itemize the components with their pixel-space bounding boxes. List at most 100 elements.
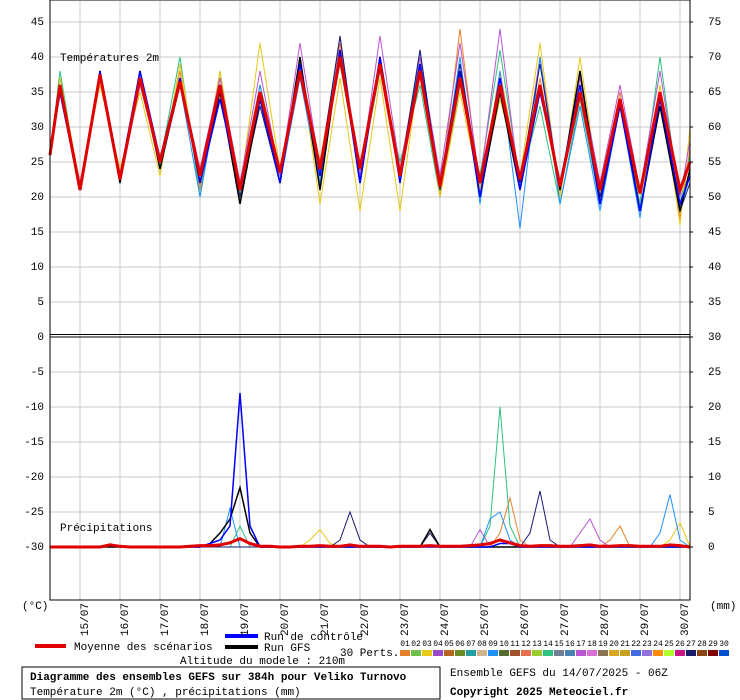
perturbation-number: 01 (400, 640, 410, 649)
perturbation-swatch (521, 650, 531, 656)
y-tick-label: 15 (31, 227, 44, 239)
perturbation-swatch (488, 650, 498, 656)
run-info: Ensemble GEFS du 14/07/2025 - 06Z (450, 668, 668, 680)
series-line (48, 56, 692, 196)
x-tick-label: 26/07 (520, 603, 532, 636)
altitude: Altitude du modele : 210m (180, 656, 345, 668)
perturbation-swatch (466, 650, 476, 656)
y-tick-label: 10 (31, 262, 44, 274)
y-tick-label: -20 (24, 472, 44, 484)
perturbation-swatch (620, 650, 630, 656)
perturbation-swatch (708, 650, 718, 656)
panel-label: Précipitations (60, 523, 152, 535)
y-tick-label: -25 (24, 507, 44, 519)
x-tick-label: 15/07 (80, 603, 92, 636)
perturbation-number: 26 (675, 640, 685, 649)
title-box (21, 666, 441, 700)
perturbation-swatch (565, 650, 575, 656)
perturbation-number: 27 (686, 640, 696, 649)
y2-tick-label: 10 (708, 472, 721, 484)
perturbation-number: 05 (444, 640, 454, 649)
y2-tick-label: 30 (708, 332, 721, 344)
perturbation-swatch (422, 650, 432, 656)
x-tick-label: 30/07 (680, 603, 692, 636)
x-tick-label: 19/07 (240, 603, 252, 636)
perturbation-swatch (719, 650, 729, 656)
perturbation-swatch (631, 650, 641, 656)
copyright: Copyright 2025 Meteociel.fr (450, 687, 628, 699)
perturbation-swatch (510, 650, 520, 656)
plot-frame (49, 0, 691, 601)
y-axis-label: (°C) (22, 601, 48, 613)
perturbation-number: 22 (631, 640, 641, 649)
y-tick-label: -30 (24, 542, 44, 554)
perturbation-number: 16 (565, 640, 575, 649)
perturbation-number: 21 (620, 640, 630, 649)
legend-label: Run de contrôle (264, 632, 363, 644)
y-tick-label: -5 (31, 367, 44, 379)
y-tick-label: -10 (24, 402, 44, 414)
y-tick-label: 40 (31, 52, 44, 64)
perturbation-swatch (400, 650, 410, 656)
perturbation-swatch (554, 650, 564, 656)
y2-tick-label: 50 (708, 192, 721, 204)
y2-tick-label: 60 (708, 122, 721, 134)
x-tick-label: 22/07 (360, 603, 372, 636)
perturbation-number: 29 (708, 640, 718, 649)
perturbation-number: 11 (510, 640, 520, 649)
series-line (50, 536, 691, 549)
y2-tick-label: 0 (708, 542, 715, 554)
footer-subtitle: Température 2m (°C) , précipitations (mm… (30, 687, 301, 699)
y2-tick-label: 65 (708, 87, 721, 99)
y2-tick-label: 35 (708, 297, 721, 309)
perturbation-number: 17 (576, 640, 586, 649)
perturbation-swatch (587, 650, 597, 656)
perturbation-swatch (609, 650, 619, 656)
perturbation-number: 04 (433, 640, 443, 649)
perturbation-swatch (598, 650, 608, 656)
perturbation-swatch (433, 650, 443, 656)
perturbation-number: 06 (455, 640, 465, 649)
x-tick-label: 27/07 (560, 603, 572, 636)
perturbation-swatch (411, 650, 421, 656)
perturbation-number: 03 (422, 640, 432, 649)
perturbation-number: 24 (653, 640, 663, 649)
x-tick-label: 17/07 (160, 603, 172, 636)
perturbation-swatch (653, 650, 663, 656)
x-tick-label: 24/07 (440, 603, 452, 636)
y-tick-label: 0 (37, 332, 44, 344)
footer-title: Diagramme des ensembles GEFS sur 384h po… (30, 672, 407, 684)
perturbation-number: 12 (521, 640, 531, 649)
y2-tick-label: 25 (708, 367, 721, 379)
y-tick-label: 45 (31, 17, 44, 29)
perturbation-swatch (477, 650, 487, 656)
perturbation-swatch (532, 650, 542, 656)
perturbation-swatch (664, 650, 674, 656)
y-tick-label: 35 (31, 87, 44, 99)
perturbation-swatch (686, 650, 696, 656)
perturbation-label: 30 Perts. (340, 648, 399, 660)
perturbation-swatch (675, 650, 685, 656)
perturbation-swatch (697, 650, 707, 656)
perturbation-number: 10 (499, 640, 509, 649)
lines (48, 28, 692, 549)
perturbation-legend: 01 02 03 04 05 06 07 08 09 10 11 12 13 14 15 16 17 18 19 20… (400, 640, 729, 656)
y2-tick-label: 40 (708, 262, 721, 274)
perturbation-number: 14 (543, 640, 553, 649)
y-tick-label: 30 (31, 122, 44, 134)
y2-tick-label: 5 (708, 507, 715, 519)
x-tick-label: 20/07 (280, 603, 292, 636)
y-tick-label: 25 (31, 157, 44, 169)
x-tick-label: 18/07 (200, 603, 212, 636)
x-tick-label: 16/07 (120, 603, 132, 636)
perturbation-number: 09 (488, 640, 498, 649)
perturbation-number: 15 (554, 640, 564, 649)
perturbation-number: 07 (466, 640, 476, 649)
y2-axis-label: (mm) (710, 601, 736, 613)
perturbation-number: 19 (598, 640, 608, 649)
panel-label: Températures 2m (60, 53, 159, 65)
x-tick-label: 29/07 (640, 603, 652, 636)
y2-tick-label: 20 (708, 402, 721, 414)
perturbation-number: 25 (664, 640, 674, 649)
